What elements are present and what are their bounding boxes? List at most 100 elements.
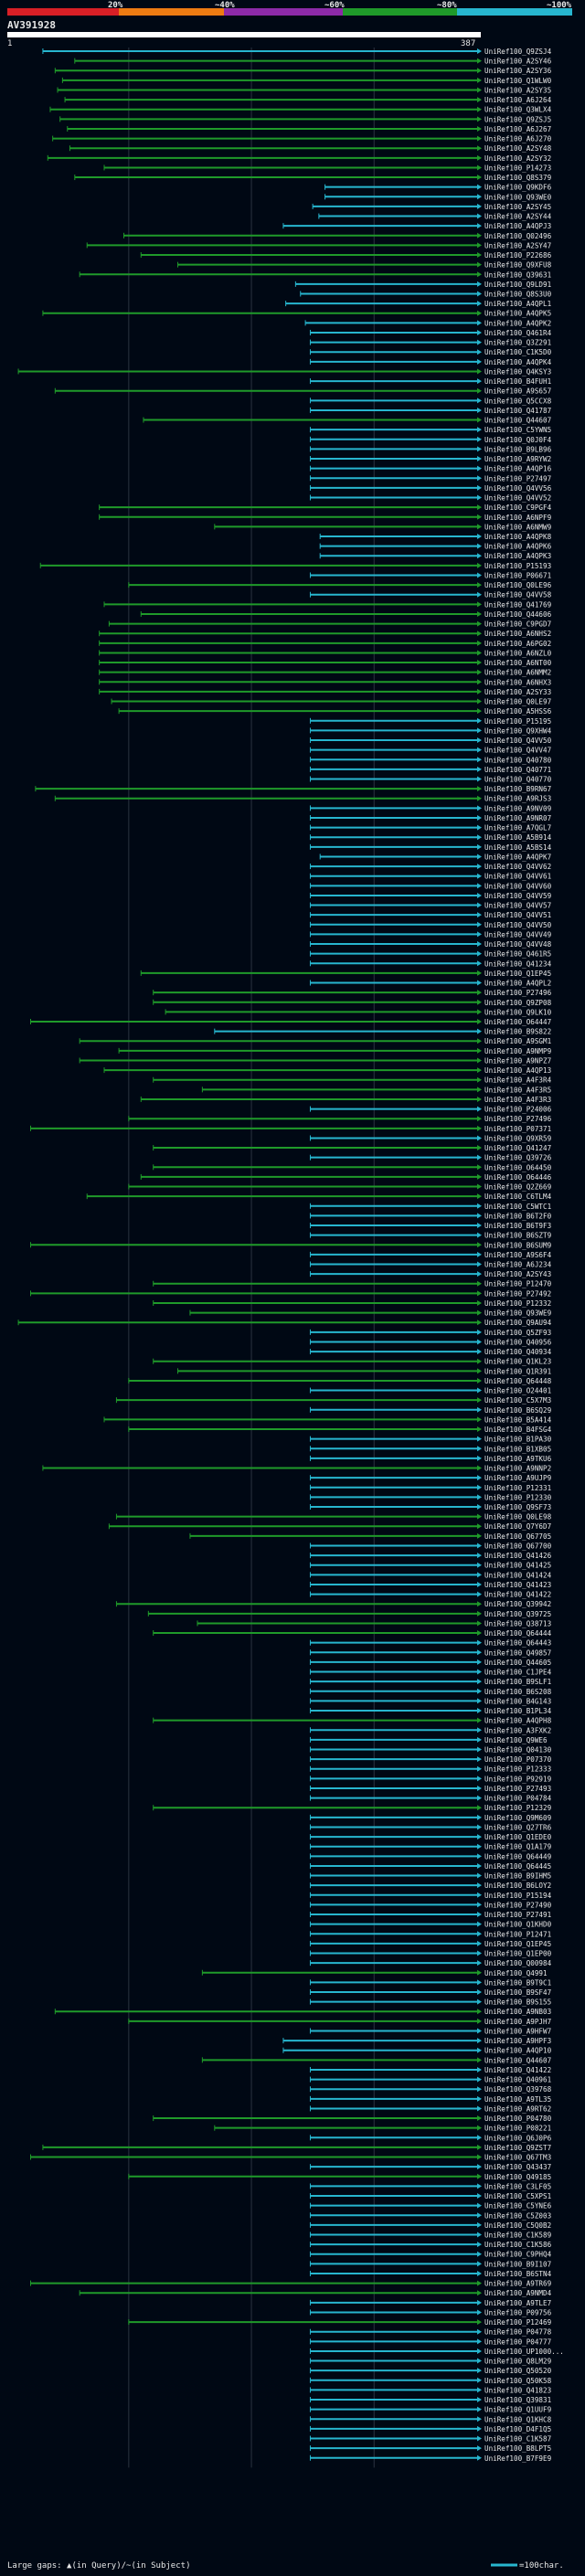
hit-label[interactable]: UniRef100_A4QPK8	[484, 533, 552, 541]
hit-label[interactable]: UniRef100_Q39726	[484, 1154, 552, 1162]
hit-label[interactable]: UniRef100_A9TR69	[484, 2280, 552, 2288]
hit-label[interactable]: UniRef100_Q02496	[484, 232, 552, 240]
hit-label[interactable]: UniRef100_Q49857	[484, 1648, 551, 1657]
hit-label[interactable]: UniRef100_P12331	[484, 1484, 552, 1492]
hit-label[interactable]: UniRef100_Q4KSY3	[484, 367, 551, 376]
hit-label[interactable]: UniRef100_P12469	[484, 2318, 552, 2327]
hit-label[interactable]: UniRef100_B6T9F3	[484, 1222, 551, 1230]
hit-label[interactable]: UniRef100_Q64449	[484, 1852, 552, 1860]
hit-label[interactable]: UniRef100_Q04130	[484, 1746, 552, 1754]
hit-label[interactable]: UniRef100_P27491	[484, 1911, 552, 1919]
hit-label[interactable]: UniRef100_A9UJP9	[484, 1474, 552, 1482]
hit-label[interactable]: UniRef100_P04778	[484, 2328, 552, 2337]
hit-label[interactable]: UniRef100_B6T2F0	[484, 1212, 552, 1220]
hit-label[interactable]: UniRef100_Q4VV50	[484, 921, 552, 929]
hit-label[interactable]: UniRef100_A4F3R3	[484, 1096, 551, 1104]
hit-label[interactable]: UniRef100_Q0LE97	[484, 698, 551, 706]
hit-label[interactable]: UniRef100_P15193	[484, 562, 551, 570]
hit-label[interactable]: UniRef100_A6NPF9	[484, 514, 552, 522]
hit-label[interactable]: UniRef100_A4QPK3	[484, 552, 551, 560]
hit-label[interactable]: UniRef100_P12330	[484, 1493, 552, 1501]
hit-label[interactable]: UniRef100_A4F3R4	[484, 1076, 552, 1085]
hit-label[interactable]: UniRef100_B9S155	[484, 1998, 551, 2007]
hit-label[interactable]: UniRef100_Q44605	[484, 1659, 551, 1667]
hit-label[interactable]: UniRef100_Q4VV56	[484, 484, 552, 493]
hit-label[interactable]: UniRef100_A2SY43	[484, 1270, 551, 1278]
hit-label[interactable]: UniRef100_A2SY36	[484, 67, 552, 75]
hit-label[interactable]: UniRef100_Q39725	[484, 1610, 551, 1618]
hit-label[interactable]: UniRef100_A5BS14	[484, 843, 552, 852]
hit-label[interactable]: UniRef100_Q41247	[484, 1144, 551, 1152]
hit-label[interactable]: UniRef100_Q40780	[484, 756, 552, 764]
hit-label[interactable]: UniRef100_B1PL34	[484, 1707, 552, 1715]
hit-label[interactable]: UniRef100_O64446	[484, 1173, 552, 1182]
hit-label[interactable]: UniRef100_P07370	[484, 1755, 552, 1764]
hit-label[interactable]: UniRef100_Q41769	[484, 600, 552, 609]
hit-label[interactable]: UniRef100_A9S657	[484, 387, 551, 396]
hit-label[interactable]: UniRef100_A4QPK7	[484, 853, 551, 861]
hit-label[interactable]: UniRef100_C1K589	[484, 2231, 552, 2240]
hit-label[interactable]: UniRef100_A9S6F4	[484, 1251, 552, 1259]
hit-label[interactable]: UniRef100_B8LPT5	[484, 2444, 551, 2453]
hit-label[interactable]: UniRef100_Q4991	[484, 1969, 548, 1977]
hit-label[interactable]: UniRef100_P09756	[484, 2308, 552, 2316]
hit-label[interactable]: UniRef100_Q44606	[484, 610, 552, 619]
hit-label[interactable]: UniRef100_C5XPS1	[484, 2192, 552, 2200]
hit-label[interactable]: UniRef100_Q4VV51	[484, 911, 552, 919]
hit-label[interactable]: UniRef100_Q5CCX8	[484, 397, 552, 405]
hit-label[interactable]: UniRef100_B4FUH1	[484, 377, 552, 386]
hit-label[interactable]: UniRef100_Q4VV62	[484, 863, 551, 871]
hit-label[interactable]: UniRef100_P04780	[484, 2115, 552, 2123]
hit-label[interactable]: UniRef100_Q1R391	[484, 1367, 552, 1375]
hit-label[interactable]: UniRef100_Q1A179	[484, 1843, 552, 1851]
hit-label[interactable]: UniRef100_A9PJH7	[484, 2018, 551, 2026]
hit-label[interactable]: UniRef100_Q1KHD0	[484, 1921, 552, 1929]
hit-label[interactable]: UniRef100_Q9ZSJ4	[484, 48, 552, 56]
hit-label[interactable]: UniRef100_C5YWN5	[484, 426, 551, 434]
hit-label[interactable]: UniRef100_Q39631	[484, 270, 552, 279]
hit-label[interactable]: UniRef100_A6NHS2	[484, 630, 551, 638]
hit-label[interactable]: UniRef100_Q64444	[484, 1629, 552, 1638]
hit-label[interactable]: UniRef100_Q9XFU8	[484, 261, 552, 270]
hit-label[interactable]: UniRef100_Q4VV47	[484, 747, 551, 755]
hit-label[interactable]: UniRef100_Q40956	[484, 1338, 552, 1346]
hit-label[interactable]: UniRef100_B9SF47	[484, 1988, 551, 1997]
hit-label[interactable]: UniRef100_Q4VV58	[484, 591, 552, 599]
hit-label[interactable]: UniRef100_Q40771	[484, 766, 552, 774]
hit-label[interactable]: UniRef100_Q43437	[484, 2163, 551, 2171]
hit-label[interactable]: UniRef100_P24006	[484, 1106, 552, 1114]
hit-label[interactable]: UniRef100_Q39768	[484, 2085, 552, 2094]
hit-label[interactable]: UniRef100_A6NHX3	[484, 678, 551, 686]
hit-label[interactable]: UniRef100_Q1EP45	[484, 970, 551, 978]
hit-label[interactable]: UniRef100_Q67705	[484, 1532, 551, 1541]
hit-label[interactable]: UniRef100_A5B914	[484, 833, 552, 842]
hit-label[interactable]: UniRef100_D4F1Q5	[484, 2425, 551, 2433]
hit-label[interactable]: UniRef100_A4QPK6	[484, 543, 552, 551]
hit-label[interactable]: UniRef100_A9HPF3	[484, 2037, 551, 2045]
hit-label[interactable]: UniRef100_A4QPK5	[484, 310, 551, 318]
hit-label[interactable]: UniRef100_Q9WE6	[484, 1736, 548, 1744]
hit-label[interactable]: UniRef100_C1K586	[484, 2241, 552, 2249]
hit-label[interactable]: UniRef100_Q4VV52	[484, 494, 551, 503]
hit-label[interactable]: UniRef100_A6NMM2	[484, 669, 551, 677]
hit-label[interactable]: UniRef100_B1XB05	[484, 1445, 551, 1453]
hit-label[interactable]: UniRef100_P27496	[484, 1115, 552, 1123]
hit-label[interactable]: UniRef100_B7F9E9	[484, 2454, 552, 2463]
hit-label[interactable]: UniRef100_Q0LE96	[484, 581, 552, 589]
hit-label[interactable]: UniRef100_Q64448	[484, 1377, 552, 1385]
hit-label[interactable]: UniRef100_A4QPJ3	[484, 222, 551, 230]
hit-label[interactable]: UniRef100_Q64445	[484, 1862, 551, 1871]
hit-label[interactable]: UniRef100_Q93WE9	[484, 1309, 552, 1318]
hit-label[interactable]: UniRef100_Q50520	[484, 2367, 552, 2375]
hit-label[interactable]: UniRef100_Q27TR6	[484, 1823, 552, 1831]
hit-label[interactable]: UniRef100_C9PHQ4	[484, 2251, 552, 2259]
hit-label[interactable]: UniRef100_Q9ZST7	[484, 2144, 551, 2152]
hit-label[interactable]: UniRef100_A4QPL2	[484, 980, 551, 988]
hit-label[interactable]: UniRef100_A2SY35	[484, 86, 551, 94]
hit-label[interactable]: UniRef100_Q41787	[484, 407, 551, 415]
hit-label[interactable]: UniRef100_A9NR07	[484, 814, 551, 822]
hit-label[interactable]: UniRef100_Q41234	[484, 959, 552, 968]
hit-label[interactable]: UniRef100_P22686	[484, 251, 552, 260]
hit-label[interactable]: UniRef100_Q40934	[484, 1348, 552, 1356]
hit-label[interactable]: UniRef100_A9TKU6	[484, 1455, 552, 1463]
